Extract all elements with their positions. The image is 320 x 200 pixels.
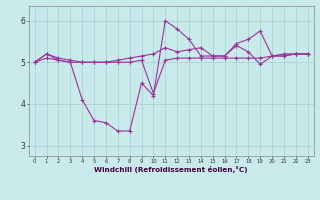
X-axis label: Windchill (Refroidissement éolien,°C): Windchill (Refroidissement éolien,°C) — [94, 166, 248, 173]
